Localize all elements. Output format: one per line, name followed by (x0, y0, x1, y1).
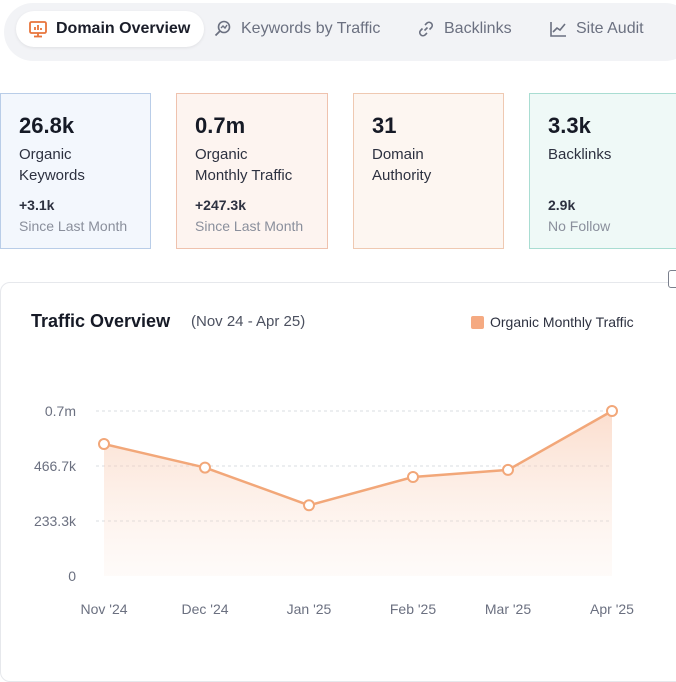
x-tick-label: Apr '25 (590, 601, 634, 617)
x-tick-label: Mar '25 (485, 601, 531, 617)
legend-label: Organic Monthly Traffic (490, 314, 634, 330)
stat-value: 0.7m (195, 113, 246, 138)
stat-delta: +247.3k (195, 197, 246, 213)
stat-value: 3.3k (548, 113, 591, 138)
stat-label-line: Organic (19, 146, 72, 163)
stat-since: Since Last Month (195, 218, 304, 234)
stat-label-line: Monthly Traffic (195, 167, 293, 184)
document-icon[interactable] (668, 270, 676, 288)
stat-label-line: Domain (372, 146, 424, 163)
stat-label: Organic Monthly Traffic (195, 144, 325, 186)
stat-label-line: Authority (372, 167, 432, 184)
stat-label: Backlinks (548, 146, 612, 163)
keyword-search-icon (213, 19, 233, 39)
line-chart-icon (548, 19, 568, 39)
link-icon (416, 19, 436, 39)
tab-label: Domain Overview (56, 20, 191, 37)
data-point (303, 499, 315, 512)
x-tick-label: Feb '25 (390, 601, 436, 617)
stat-label: Organic Keywords (19, 144, 149, 186)
stat-label-line: Keywords (19, 167, 85, 184)
stat-card-backlinks: 3.3k Backlinks 2.9k No Follow (529, 93, 676, 249)
series-area (104, 411, 612, 576)
tab-label: Backlinks (444, 20, 512, 37)
y-tick-label: 0 (68, 568, 76, 584)
chart-legend: Organic Monthly Traffic (471, 314, 634, 330)
stat-card-organic-traffic: 0.7m Organic Monthly Traffic +247.3k Sin… (176, 93, 328, 249)
series-line (103, 409, 613, 507)
tab-domain-overview[interactable]: Domain Overview (16, 11, 205, 47)
tab-backlinks[interactable]: Backlinks (416, 11, 512, 47)
y-tick-label: 466.7k (34, 458, 77, 474)
tab-keywords-by-traffic[interactable]: Keywords by Traffic (213, 11, 380, 47)
stat-card-organic-keywords: 26.8k Organic Keywords +3.1k Since Last … (0, 93, 151, 249)
stat-label-line: Organic (195, 146, 248, 163)
x-tick-label: Jan '25 (287, 601, 332, 617)
stat-since: Since Last Month (19, 218, 128, 234)
traffic-chart: 0 233.3k 466.7k 0.7m Nov '24 Dec '24 Jan '25 F… (34, 403, 634, 617)
data-point (606, 405, 618, 417)
tab-label: Site Audit (576, 20, 644, 37)
tab-site-audit[interactable]: Site Audit (548, 11, 644, 47)
stat-sub-value: 2.9k (548, 197, 576, 213)
stat-sub-label: No Follow (548, 218, 611, 234)
y-tick-label: 233.3k (34, 513, 77, 529)
stat-label: Domain Authority (372, 144, 502, 186)
stat-value: 31 (372, 113, 397, 138)
x-tick-label: Nov '24 (80, 601, 127, 617)
x-tick-label: Dec '24 (181, 601, 228, 617)
chart-title: Traffic Overview (31, 311, 171, 331)
y-tick-label: 0.7m (45, 403, 76, 419)
stat-delta: +3.1k (19, 197, 55, 213)
data-point (199, 461, 211, 474)
data-point (98, 438, 110, 450)
stat-card-domain-authority: 31 Domain Authority (353, 93, 504, 249)
legend-swatch (471, 315, 484, 329)
data-point (407, 471, 419, 483)
monitor-chart-icon (28, 19, 48, 39)
chart-date-range: (Nov 24 - Apr 25) (191, 313, 306, 330)
stat-value: 26.8k (19, 113, 75, 138)
data-point (502, 463, 514, 476)
tab-label: Keywords by Traffic (241, 20, 381, 37)
